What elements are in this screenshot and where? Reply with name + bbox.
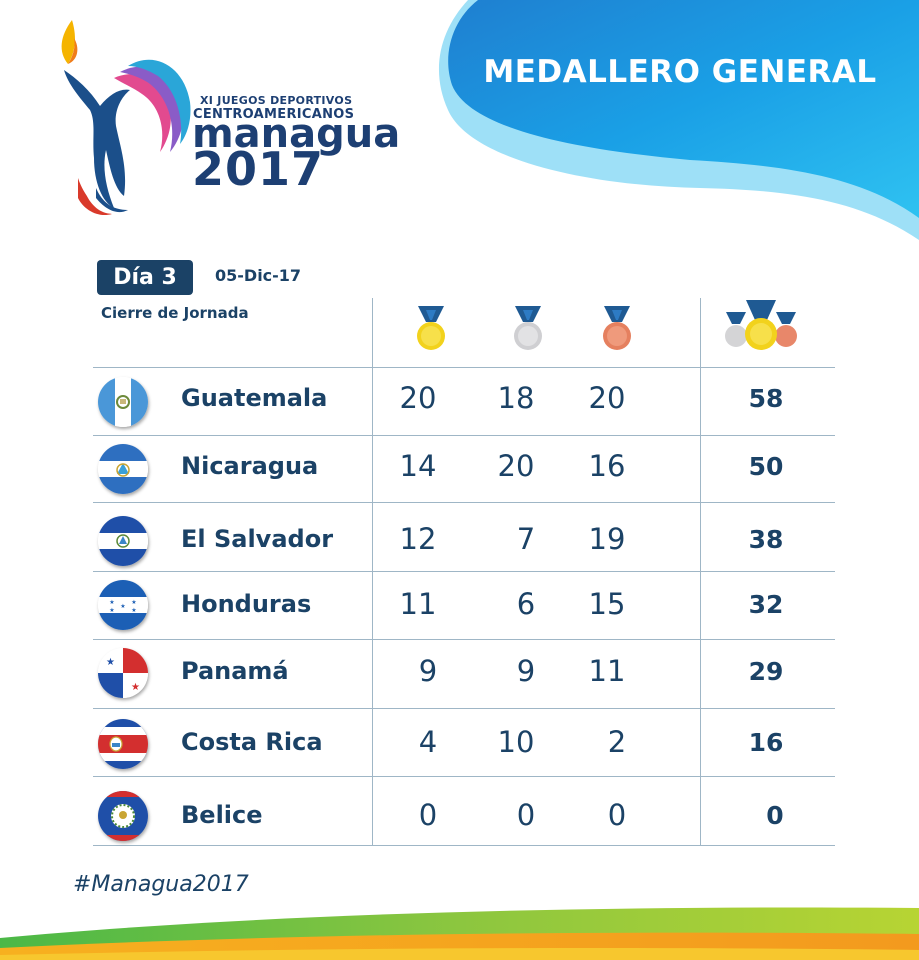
gold-medal-icon (417, 306, 445, 350)
silver-medal-icon (514, 306, 542, 350)
bronze-count: 11 (588, 654, 626, 688)
svg-text:★: ★ (131, 599, 136, 606)
country-name: Belice (181, 801, 263, 829)
country-name: Honduras (181, 590, 312, 618)
bronze-count: 15 (588, 587, 626, 621)
bronze-count: 0 (607, 798, 627, 832)
svg-text:★: ★ (131, 682, 140, 693)
day-subtitle: Cierre de Jornada (101, 304, 249, 322)
row-divider (93, 367, 835, 368)
svg-text:★: ★ (109, 607, 114, 614)
logo-city: managua (192, 111, 401, 157)
country-name: El Salvador (181, 525, 334, 553)
country-name: Nicaragua (181, 452, 319, 480)
silver-count: 0 (516, 798, 536, 832)
day-date: 05-Dic-17 (215, 266, 302, 285)
gold-count: 12 (399, 522, 437, 556)
table-row: Costa Rica 4 10 2 16 (93, 709, 835, 777)
day-badge: Día 3 (97, 260, 193, 295)
silver-count: 7 (516, 522, 536, 556)
el-salvador-flag-icon (98, 516, 148, 566)
row-divider (93, 708, 835, 709)
table-row: ★ ★ ★ ★ ★ Honduras 11 6 15 32 (93, 572, 835, 640)
table-row: Guatemala 20 18 20 58 (93, 368, 835, 436)
gold-count: 4 (418, 725, 438, 759)
svg-text:★: ★ (106, 657, 115, 668)
country-name: Costa Rica (181, 728, 323, 756)
table-divider-right (700, 298, 701, 846)
svg-text:★: ★ (131, 607, 136, 614)
gold-count: 9 (418, 654, 438, 688)
table-row: ★ ★ Panamá 9 9 11 29 (93, 640, 835, 708)
table-divider-left (372, 298, 373, 846)
row-divider (93, 639, 835, 640)
gold-count: 11 (399, 587, 437, 621)
costa-rica-flag-icon (98, 719, 148, 769)
total-count: 58 (748, 384, 784, 413)
row-divider (93, 845, 835, 846)
row-divider (93, 571, 835, 572)
logo-line1: XI JUEGOS DEPORTIVOS (200, 94, 353, 107)
gold-count: 0 (418, 798, 438, 832)
silver-count: 18 (497, 381, 535, 415)
logo-year: 2017 (192, 142, 325, 196)
silver-count: 6 (516, 587, 536, 621)
gold-count: 20 (399, 381, 437, 415)
silver-count: 10 (497, 725, 535, 759)
total-count: 38 (748, 525, 784, 554)
medals-total-icon (725, 300, 797, 350)
torch-figure-icon (61, 20, 191, 216)
guatemala-flag-icon (98, 377, 148, 427)
panama-flag-icon: ★ ★ (98, 648, 148, 698)
row-divider (93, 435, 835, 436)
country-name: Guatemala (181, 384, 328, 412)
event-logo: XI JUEGOS DEPORTIVOS CENTROAMERICANOS ma… (50, 18, 400, 228)
svg-text:★: ★ (120, 603, 125, 610)
bronze-count: 19 (588, 522, 626, 556)
bronze-count: 20 (588, 381, 626, 415)
total-count: 16 (748, 728, 784, 757)
svg-text:★: ★ (109, 599, 114, 606)
belize-flag-icon (98, 791, 148, 841)
table-row: Nicaragua 14 20 16 50 (93, 436, 835, 504)
bronze-medal-icon (603, 306, 631, 350)
silver-count: 9 (516, 654, 536, 688)
banner-title: MEDALLERO GENERAL (483, 54, 877, 90)
bronze-count: 16 (588, 449, 626, 483)
nicaragua-flag-icon (98, 444, 148, 494)
bronze-count: 2 (607, 725, 627, 759)
total-count: 0 (766, 801, 784, 830)
table-row: El Salvador 12 7 19 38 (93, 503, 835, 571)
row-divider (93, 776, 835, 777)
total-count: 29 (748, 657, 784, 686)
total-count: 32 (748, 590, 784, 619)
table-row: Belice 0 0 0 0 (93, 777, 835, 845)
country-name: Panamá (181, 657, 289, 685)
gold-count: 14 (399, 449, 437, 483)
silver-count: 20 (497, 449, 535, 483)
row-divider (93, 502, 835, 503)
hashtag: #Managua2017 (73, 872, 249, 897)
honduras-flag-icon: ★ ★ ★ ★ ★ (98, 580, 148, 630)
logo-line2: CENTROAMERICANOS (193, 107, 355, 122)
total-count: 50 (748, 452, 784, 481)
